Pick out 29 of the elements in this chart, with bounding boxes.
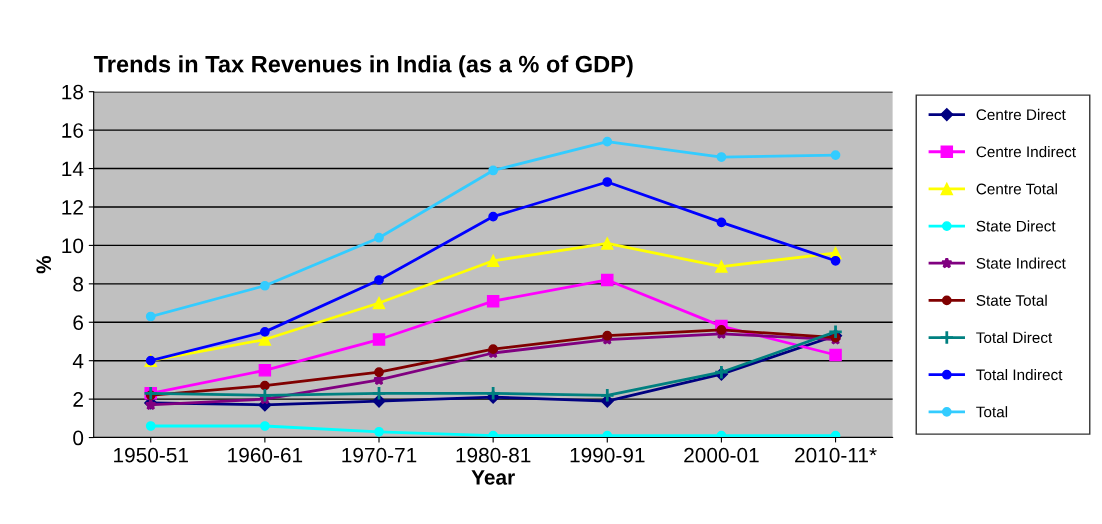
- legend-label: Centre Total: [976, 183, 1057, 195]
- legend-label: State Indirect: [976, 257, 1066, 269]
- y-tick-label: 6: [73, 315, 84, 331]
- y-tick-label: 16: [62, 123, 84, 138]
- legend-label: Total Direct: [976, 331, 1053, 344]
- y-axis-title: %: [36, 255, 52, 274]
- x-tick-label: 1990-91: [570, 447, 645, 463]
- chart-title: Trends in Tax Revenues in India (as a % of GDP): [93, 55, 633, 78]
- y-tick-label: 12: [62, 199, 83, 215]
- legend-label: State Total: [976, 294, 1047, 306]
- legend-label: Centre Indirect: [976, 146, 1076, 158]
- x-tick-label: 1960-61: [228, 447, 303, 463]
- legend-label: State Direct: [976, 220, 1056, 232]
- x-tick-label: 2000-01: [684, 447, 759, 463]
- legend-label: Total Indirect: [976, 368, 1063, 381]
- y-tick-label: 14: [62, 161, 84, 177]
- legend-label: Centre Direct: [976, 108, 1066, 121]
- y-tick-label: 0: [73, 430, 84, 446]
- y-tick-label: 18: [62, 84, 84, 100]
- y-tick-label: 4: [72, 353, 84, 369]
- x-tick-label: 1950-51: [114, 447, 188, 463]
- x-axis-title: Year: [471, 470, 515, 485]
- x-tick-label: 1970-71: [342, 447, 417, 463]
- x-tick-label: 1980-81: [456, 447, 531, 463]
- legend-label: Total: [976, 406, 1008, 418]
- y-tick-label: 10: [62, 238, 84, 254]
- x-tick-label: 2010-11*: [795, 447, 877, 463]
- y-tick-label: 8: [73, 276, 84, 292]
- y-tick-label: 2: [73, 392, 83, 407]
